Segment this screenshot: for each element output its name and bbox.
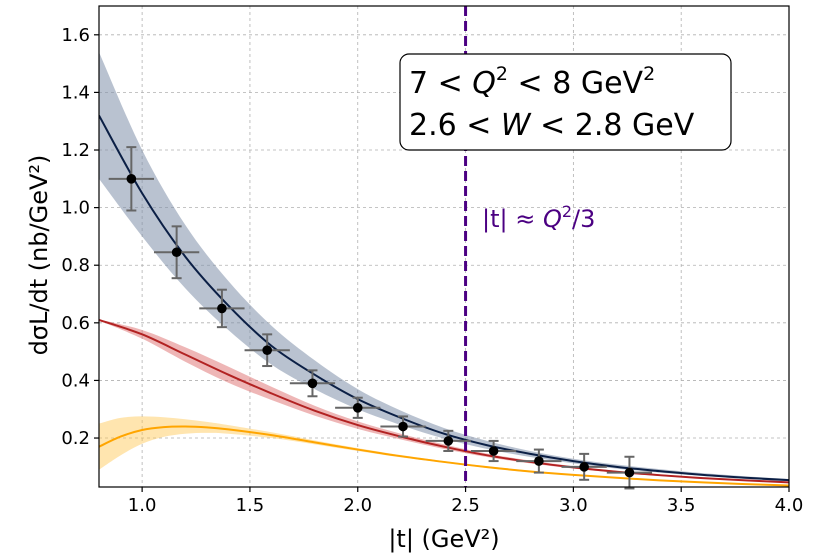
y-tick-label: 0.8 (61, 255, 90, 276)
data-point-marker (624, 467, 635, 478)
data-point-marker (398, 421, 408, 432)
data-point-group (199, 288, 245, 329)
y-tick-label: 0.4 (61, 370, 90, 391)
y-tick-label: 1.0 (61, 198, 90, 219)
orange-model-curve (99, 425, 789, 487)
annotation-line-2: 2.6 < W < 2.8 GeV (409, 108, 695, 143)
y-tick-label: 0.2 (61, 428, 90, 449)
axes: 1.0 1.5 2.0 2.5 3.0 3.5 4.0 0.2 0.4 0.6 0.8 1.0 1.2 1… (61, 5, 804, 516)
y-tick-label: 1.2 (61, 140, 90, 161)
data-point-marker (352, 402, 363, 413)
y-tick-label: 0.6 (61, 313, 90, 334)
data-point-marker (171, 247, 182, 258)
data-point-group (561, 452, 607, 481)
data-point-group (289, 369, 336, 398)
x-tick-label: 1.0 (128, 495, 157, 516)
red-model-curve (99, 319, 789, 484)
annotation-line-1: 7 < Q2 < 8 GeV2 (409, 63, 655, 101)
data-point-group (153, 225, 200, 280)
y-tick-label: 1.4 (61, 82, 90, 103)
data-point-group (244, 333, 290, 368)
plot-frame (98, 5, 790, 488)
data-point-marker (579, 462, 589, 472)
data-point-marker (126, 174, 137, 184)
data-point-group (606, 455, 653, 490)
data-point-marker (488, 446, 499, 456)
x-tick-label: 3.0 (559, 495, 588, 516)
data-point-group (470, 439, 517, 463)
reference-line-label: |t| ≈ Q2/3 (482, 202, 595, 233)
data-point-marker (534, 456, 544, 466)
data-point-marker (307, 378, 318, 389)
red-uncertainty-band (99, 319, 789, 483)
data-point-group (516, 448, 562, 474)
blue-model-curve (99, 114, 789, 482)
x-tick-label: 2.5 (451, 495, 480, 516)
data-point-group (108, 146, 154, 212)
data-point-marker (443, 436, 454, 446)
orange-uncertainty-band (99, 416, 789, 487)
y-axis-label: dσL/dt (nb/GeV²) (25, 155, 53, 356)
x-tick-label: 2.0 (343, 495, 372, 516)
x-tick-label: 1.5 (236, 495, 265, 516)
data-point-group (380, 415, 426, 438)
data-point-marker (262, 345, 272, 355)
data-point-marker (217, 303, 227, 314)
x-tick-label: 4.0 (775, 495, 804, 516)
data-points (108, 146, 653, 490)
annotation-frame (399, 53, 732, 151)
kinematics-annotation: 7 < Q2 < 8 GeV2 2.6 < W < 2.8 GeV (399, 53, 732, 151)
data-point-group (425, 429, 471, 452)
data-point-group (335, 396, 381, 419)
x-axis-label: |t| (GeV²) (388, 525, 499, 553)
x-tick-label: 3.5 (667, 495, 696, 516)
y-tick-label: 1.6 (61, 25, 90, 46)
model-bands (99, 52, 789, 487)
